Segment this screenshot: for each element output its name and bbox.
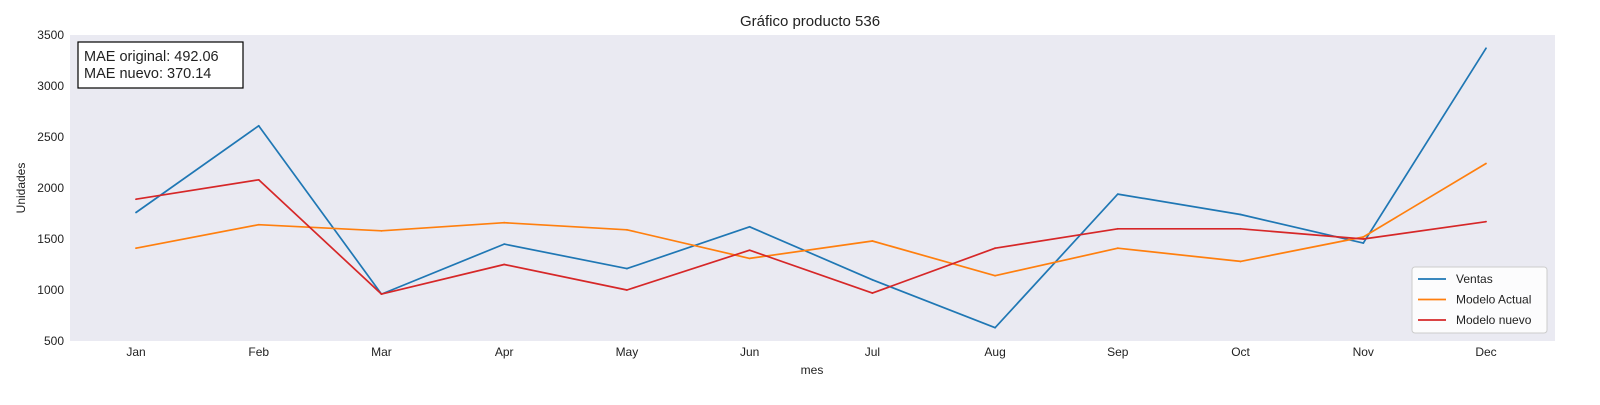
data-point-modelo-nuevo xyxy=(257,178,260,181)
legend-label-modelo-actual: Modelo Actual xyxy=(1456,293,1531,307)
x-tick-label: Dec xyxy=(1475,345,1496,359)
series-lines xyxy=(135,47,1487,329)
y-axis-ticks: 500 1000 1500 2000 2500 3000 3500 xyxy=(37,28,64,348)
data-point-modelo-actual xyxy=(994,274,996,277)
data-point-modelo-nuevo xyxy=(1116,227,1119,230)
data-point-ventas xyxy=(1362,242,1365,244)
data-point-ventas xyxy=(748,225,751,228)
data-point-modelo-actual xyxy=(748,257,751,260)
plot-area xyxy=(70,35,1555,341)
x-tick-label: Oct xyxy=(1231,345,1250,359)
legend-box xyxy=(1411,266,1548,334)
legend: Ventas Modelo Actual Modelo nuevo xyxy=(1411,266,1548,334)
y-tick-label: 2500 xyxy=(37,130,64,144)
legend-label-ventas: Ventas xyxy=(1456,272,1493,286)
y-axis-label: Unidades xyxy=(14,163,28,214)
y-tick-label: 3000 xyxy=(37,79,64,93)
x-axis-label: mes xyxy=(801,363,824,377)
data-point-modelo-nuevo xyxy=(1485,220,1487,223)
x-tick-label: Mar xyxy=(371,345,392,359)
series-line-modelo-nuevo xyxy=(135,178,1487,295)
legend-label-modelo-nuevo: Modelo nuevo xyxy=(1456,313,1532,327)
data-point-modelo-actual xyxy=(871,240,874,242)
data-point-modelo-nuevo xyxy=(871,292,874,294)
mae-annotation: MAE original: 492.06 MAE nuevo: 370.14 xyxy=(77,41,244,89)
x-tick-label: Jun xyxy=(740,345,759,359)
data-point-modelo-nuevo xyxy=(503,263,506,266)
data-point-modelo-nuevo xyxy=(748,249,751,252)
data-point-modelo-actual xyxy=(1239,260,1242,263)
y-tick-label: 500 xyxy=(44,334,64,348)
y-tick-label: 2000 xyxy=(37,181,64,195)
series-line-modelo-actual xyxy=(135,162,1487,277)
data-point-ventas xyxy=(1239,213,1242,216)
x-tick-label: Jul xyxy=(865,345,880,359)
data-point-modelo-actual xyxy=(1485,162,1487,165)
data-point-ventas xyxy=(257,124,260,127)
data-point-ventas xyxy=(135,211,137,214)
data-point-modelo-nuevo xyxy=(994,247,996,250)
data-point-modelo-actual xyxy=(1362,236,1365,238)
data-point-modelo-nuevo xyxy=(1239,227,1242,230)
x-tick-label: Apr xyxy=(495,345,514,359)
data-point-modelo-actual xyxy=(380,229,383,232)
x-tick-label: Sep xyxy=(1107,345,1129,359)
data-point-modelo-actual xyxy=(626,228,628,231)
data-point-modelo-nuevo xyxy=(626,289,628,291)
data-point-ventas xyxy=(1116,193,1119,196)
data-point-ventas xyxy=(626,267,628,270)
data-point-modelo-actual xyxy=(257,223,260,226)
data-point-ventas xyxy=(871,278,874,281)
x-tick-label: Feb xyxy=(248,345,269,359)
mae-nuevo-text: MAE nuevo: 370.14 xyxy=(84,66,211,82)
data-point-modelo-actual xyxy=(135,247,137,250)
mae-annotation-box xyxy=(77,41,244,89)
x-tick-label: Aug xyxy=(984,345,1005,359)
data-point-ventas xyxy=(503,243,506,246)
data-point-modelo-actual xyxy=(1116,247,1119,250)
data-point-modelo-nuevo xyxy=(380,293,383,295)
data-point-ventas xyxy=(994,326,996,329)
y-tick-label: 1500 xyxy=(37,232,64,246)
y-tick-label: 1000 xyxy=(37,283,64,297)
x-axis-ticks: Jan Feb Mar Apr May Jun Jul Aug Sep Oct Nov Dec xyxy=(126,345,1496,359)
x-tick-label: May xyxy=(616,345,639,359)
data-point-modelo-nuevo xyxy=(1362,238,1365,240)
data-point-modelo-nuevo xyxy=(135,198,137,201)
data-point-ventas xyxy=(1485,47,1487,50)
series-line-ventas xyxy=(135,47,1487,329)
data-point-modelo-actual xyxy=(503,221,506,224)
x-tick-label: Jan xyxy=(126,345,145,359)
chart-title: Gráfico producto 536 xyxy=(740,13,880,30)
mae-original-text: MAE original: 492.06 xyxy=(84,49,219,65)
y-tick-label: 3500 xyxy=(37,28,64,42)
x-tick-label: Nov xyxy=(1353,345,1374,359)
